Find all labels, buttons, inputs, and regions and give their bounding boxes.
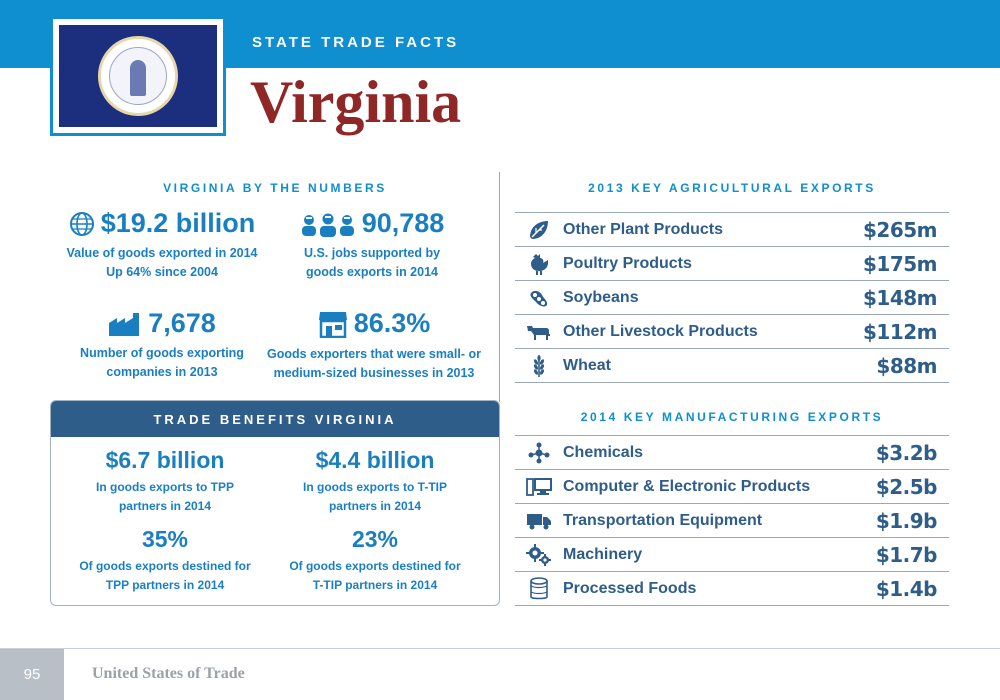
stat-export-value: $19.2 billion Value of goods exported in… (52, 208, 272, 282)
tb-stat-tpp-share: 35% Of goods exports destined for TPP par… (65, 526, 265, 595)
list-item: Computer & Electronic Products $2.5b (515, 470, 949, 504)
state-title: Virginia (250, 69, 462, 135)
leaf-icon (515, 219, 563, 241)
list-item: Poultry Products $175m (515, 247, 949, 281)
tb-stat-value: 23% (351, 526, 399, 552)
export-value: $88m (876, 353, 937, 378)
export-label: Chemicals (563, 443, 644, 461)
workers-icon (300, 211, 356, 237)
trade-benefits-title: TRADE BENEFITS VIRGINIA (51, 401, 499, 437)
export-label: Other Plant Products (563, 220, 724, 238)
export-label: Computer & Electronic Products (563, 477, 811, 495)
factory-icon (108, 311, 142, 337)
state-flag (50, 16, 226, 136)
wheat-icon (515, 354, 563, 378)
tb-stat-line1: Of goods exports destined for (289, 559, 461, 573)
export-value: $2.5b (875, 474, 938, 499)
chicken-icon (515, 252, 563, 276)
stat-desc-line1: Value of goods exported in 2014 (66, 245, 258, 260)
footer-divider (0, 648, 1000, 649)
list-item: Machinery $1.7b (515, 538, 949, 572)
flag-field (59, 25, 217, 127)
export-value: $265m (862, 217, 938, 242)
tb-stat-line2: TPP partners in 2014 (105, 578, 225, 592)
stat-value: 7,678 (148, 308, 216, 338)
tb-stat-ttip-share: 23% Of goods exports destined for T-TIP p… (275, 526, 475, 595)
list-item: Transportation Equipment $1.9b (515, 504, 949, 538)
stat-desc-line2: Up 64% since 2004 (106, 264, 218, 279)
page-number: 95 (0, 649, 64, 700)
stat-desc-line2: goods exports in 2014 (306, 264, 438, 279)
globe-icon (69, 211, 95, 237)
stat-value: 90,788 (361, 208, 445, 238)
tb-stat-value: 35% (141, 526, 189, 552)
stat-exporting-companies: 7,678 Number of goods exporting companies… (52, 308, 272, 382)
state-seal-icon (98, 36, 178, 116)
mfg-exports-list: Chemicals $3.2b Computer & Electronic Pr… (515, 435, 949, 606)
stat-value: $19.2 billion (100, 208, 256, 238)
export-label: Poultry Products (563, 254, 692, 272)
soybean-icon (515, 287, 563, 309)
tb-stat-value: $4.4 billion (315, 447, 435, 473)
export-value: $112m (862, 319, 938, 344)
stat-desc-line2: medium-sized businesses in 2013 (273, 365, 475, 380)
agri-exports-list: Other Plant Products $265m Poultry Produ… (515, 212, 949, 383)
agri-exports-title: 2013 KEY AGRICULTURAL EXPORTS (588, 181, 876, 195)
stat-desc-line1: U.S. jobs supported by (303, 245, 441, 260)
list-item: Soybeans $148m (515, 281, 949, 315)
list-item: Wheat $88m (515, 349, 949, 383)
list-item: Processed Foods $1.4b (515, 572, 949, 606)
export-value: $1.4b (875, 576, 938, 601)
list-item: Chemicals $3.2b (515, 435, 949, 470)
stat-sme-share: 86.3% Goods exporters that were small- o… (266, 308, 482, 383)
stat-jobs: 90,788 U.S. jobs supported by goods expor… (272, 208, 472, 282)
storefront-icon (318, 310, 348, 338)
export-label: Wheat (563, 356, 611, 374)
cow-icon (515, 323, 563, 341)
molecule-icon (515, 441, 563, 465)
tb-stat-line2: T-TIP partners in 2014 (312, 578, 438, 592)
export-value: $1.7b (875, 542, 938, 567)
tb-stat-line2: partners in 2014 (118, 499, 212, 513)
stat-desc-line2: companies in 2013 (106, 364, 218, 379)
tb-stat-line2: partners in 2014 (328, 499, 422, 513)
can-icon (515, 576, 563, 601)
tb-stat-line1: In goods exports to TPP (95, 480, 234, 494)
list-item: Other Plant Products $265m (515, 212, 949, 247)
column-divider (499, 172, 500, 402)
trade-benefits-panel: TRADE BENEFITS VIRGINIA $6.7 billion In … (50, 400, 500, 606)
stat-desc-line1: Number of goods exporting (80, 345, 244, 360)
export-label: Processed Foods (563, 579, 697, 597)
header-kicker: STATE TRADE FACTS (252, 34, 460, 51)
stat-value: 86.3% (353, 308, 431, 338)
truck-icon (515, 512, 563, 530)
computer-icon (515, 477, 563, 497)
mfg-exports-title: 2014 KEY MANUFACTURING EXPORTS (580, 410, 884, 424)
publication-title: United States of Trade (92, 665, 245, 682)
tb-stat-line1: In goods exports to T-TIP (303, 480, 447, 494)
gears-icon (515, 543, 563, 566)
export-label: Transportation Equipment (563, 511, 763, 529)
export-label: Machinery (563, 545, 643, 563)
export-value: $148m (862, 285, 938, 310)
by-numbers-title: VIRGINIA BY THE NUMBERS (163, 181, 387, 195)
tb-stat-line1: Of goods exports destined for (79, 559, 251, 573)
export-label: Soybeans (563, 288, 639, 306)
export-value: $3.2b (875, 440, 938, 465)
export-value: $1.9b (875, 508, 938, 533)
export-label: Other Livestock Products (563, 322, 758, 340)
list-item: Other Livestock Products $112m (515, 315, 949, 349)
tb-stat-ttip-value: $4.4 billion In goods exports to T-TIP pa… (275, 447, 475, 516)
tb-stat-value: $6.7 billion (105, 447, 225, 473)
export-value: $175m (862, 251, 938, 276)
stat-desc-line1: Goods exporters that were small- or (267, 346, 481, 361)
tb-stat-tpp-value: $6.7 billion In goods exports to TPP part… (65, 447, 265, 516)
